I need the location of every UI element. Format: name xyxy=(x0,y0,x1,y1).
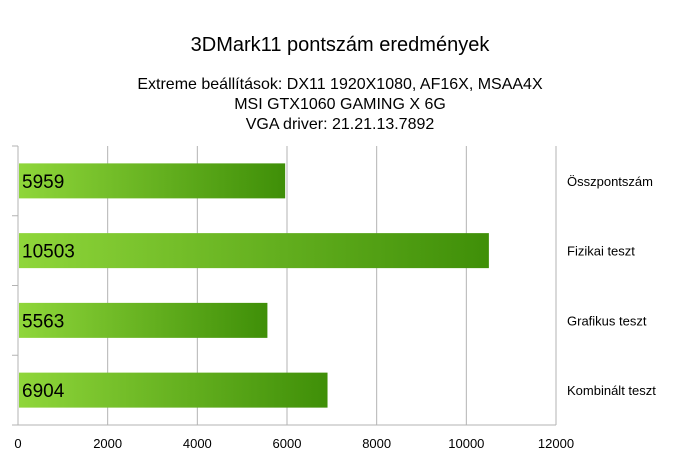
x-tick-label: 6000 xyxy=(273,436,302,451)
x-tick-label: 8000 xyxy=(362,436,391,451)
chart-subtitle-card: MSI GTX1060 GAMING X 6G xyxy=(234,96,446,113)
bar-data-label: 5563 xyxy=(22,311,64,332)
category-label: Grafikus teszt xyxy=(567,313,647,328)
category-label: Fizikai teszt xyxy=(567,244,635,259)
x-tick-label: 12000 xyxy=(538,436,574,451)
chart-subtitle-driver: VGA driver: 21.21.13.7892 xyxy=(245,116,435,133)
chart-subtitle-settings: Extreme beállítások: DX11 1920X1080, AF1… xyxy=(137,76,543,93)
chart-title: 3DMark11 pontszám eredmények xyxy=(190,34,490,56)
bar xyxy=(19,233,489,269)
bar xyxy=(19,302,268,338)
x-tick-label: 4000 xyxy=(183,436,212,451)
bar xyxy=(19,372,328,408)
x-tick-label: 10000 xyxy=(448,436,484,451)
category-label: Kombinált teszt xyxy=(567,383,656,398)
x-tick-label: 0 xyxy=(14,436,21,451)
bar-data-label: 5959 xyxy=(22,172,64,193)
bar-data-label: 10503 xyxy=(22,242,75,263)
bar xyxy=(19,163,286,199)
x-tick-label: 2000 xyxy=(93,436,122,451)
category-label: Összpontszám xyxy=(567,174,653,189)
bar-data-label: 6904 xyxy=(22,381,65,402)
